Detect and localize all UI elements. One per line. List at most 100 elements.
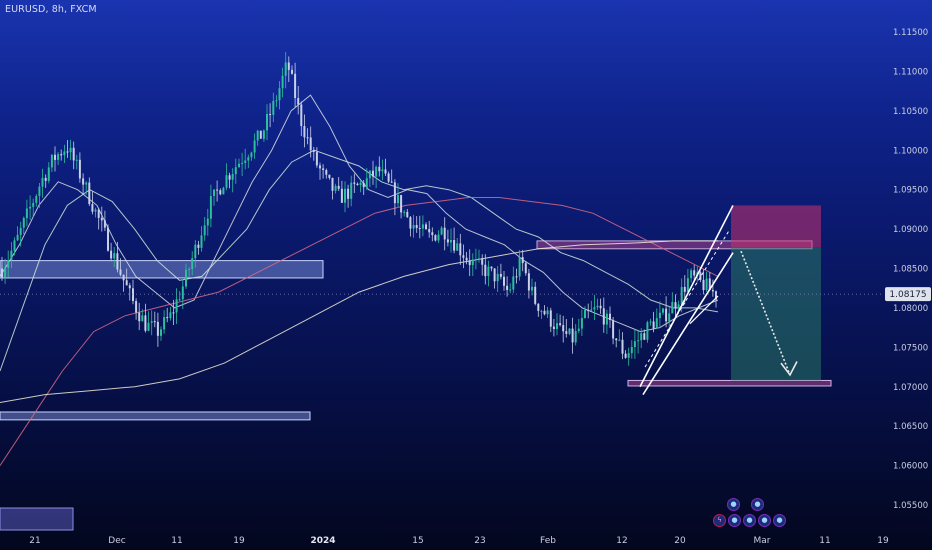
candle-body [384, 169, 387, 174]
candle-body [683, 286, 686, 292]
candle-body [163, 317, 166, 330]
candle-body [216, 189, 219, 191]
candle-body [362, 182, 365, 188]
price-tick-label: 1.10000 [893, 146, 928, 156]
candle-body [50, 154, 53, 168]
candle-body [269, 114, 272, 115]
candle-body [587, 310, 590, 311]
candle-body [512, 276, 515, 290]
candle-body [630, 347, 633, 354]
candle-body [353, 182, 356, 184]
candle-body [652, 321, 655, 329]
candle-body [490, 266, 493, 269]
candle-body [397, 195, 399, 204]
candle-body [203, 225, 206, 236]
candle-body [621, 339, 624, 354]
candle-body [546, 310, 549, 315]
candle-body [487, 266, 490, 277]
candle-body [315, 152, 318, 166]
time-tick-label: 20 [674, 536, 686, 546]
candle-body [125, 280, 128, 286]
candle-body [82, 178, 85, 185]
candle-body [350, 182, 353, 199]
candle-body [272, 101, 275, 115]
price-tick-label: 1.09000 [893, 225, 928, 235]
candle-body [596, 305, 599, 308]
candle-body [599, 305, 602, 309]
candle-body [222, 187, 225, 195]
candle-body [406, 211, 409, 218]
candle-body [209, 196, 212, 219]
candle-body [250, 152, 253, 158]
candle-body [297, 98, 300, 105]
candle-body [244, 160, 247, 163]
candle-body [705, 278, 708, 291]
candle-body [319, 165, 321, 169]
candle-body [322, 168, 325, 170]
candle-body [153, 321, 156, 323]
candle-body [325, 170, 328, 175]
target-zone [627, 379, 832, 387]
economic-event-icon[interactable]: ● [727, 498, 740, 511]
symbol-label: EURUSD, 8h, FXCM [5, 4, 97, 15]
candle-body [41, 177, 44, 187]
candle-body [668, 313, 671, 322]
economic-event-icon[interactable]: ● [751, 498, 764, 511]
candle-body [593, 307, 596, 310]
candle-body [185, 269, 187, 287]
candle-body [1, 268, 3, 278]
candle-body [19, 227, 22, 235]
candle-body [655, 318, 658, 329]
candle-body [107, 227, 109, 251]
channel-mid-line [644, 228, 731, 368]
economic-event-icon[interactable]: ● [743, 514, 756, 527]
candle-body [234, 167, 237, 175]
candle-body [287, 62, 290, 70]
candle-body [662, 308, 664, 313]
channel-lower-line [642, 252, 734, 396]
economic-event-icon[interactable]: ● [728, 514, 741, 527]
candle-body [347, 188, 350, 199]
candle-body [409, 217, 412, 229]
candle-body [213, 189, 215, 196]
candle-body [381, 169, 384, 172]
candle-body [60, 154, 63, 156]
candle-body [219, 190, 222, 195]
candle-body [88, 182, 91, 204]
candle-body [437, 234, 440, 241]
candle-body [556, 323, 558, 329]
candle-body [431, 232, 434, 236]
candle-body [559, 323, 562, 325]
candle-body [459, 243, 462, 256]
candle-body [580, 318, 583, 329]
candle-body [584, 310, 586, 319]
channel-inner-line [689, 295, 719, 325]
candle-body [328, 174, 331, 178]
candle-body [29, 206, 32, 209]
flash-icon[interactable]: ϟ [713, 514, 726, 527]
economic-event-icon[interactable]: ● [758, 514, 771, 527]
candle-body [259, 130, 262, 139]
candle-body [312, 150, 315, 152]
candle-body [615, 338, 618, 341]
candle-body [122, 274, 125, 281]
candle-body [518, 257, 521, 277]
candle-body [637, 340, 640, 342]
candle-body [649, 321, 652, 323]
economic-event-icon[interactable]: ● [773, 514, 786, 527]
candle-body [677, 304, 680, 309]
candle-body [85, 182, 88, 185]
candle-body [609, 313, 611, 320]
candle-body [188, 269, 191, 270]
candle-body [571, 328, 574, 343]
candle-body [552, 326, 555, 329]
candle-body [4, 267, 7, 278]
candle-body [197, 244, 200, 248]
candle-body [138, 312, 141, 322]
price-tick-label: 1.06500 [893, 422, 928, 432]
price-tick-label: 1.11500 [893, 28, 928, 38]
candle-body [465, 257, 468, 261]
candle-body [331, 177, 334, 191]
